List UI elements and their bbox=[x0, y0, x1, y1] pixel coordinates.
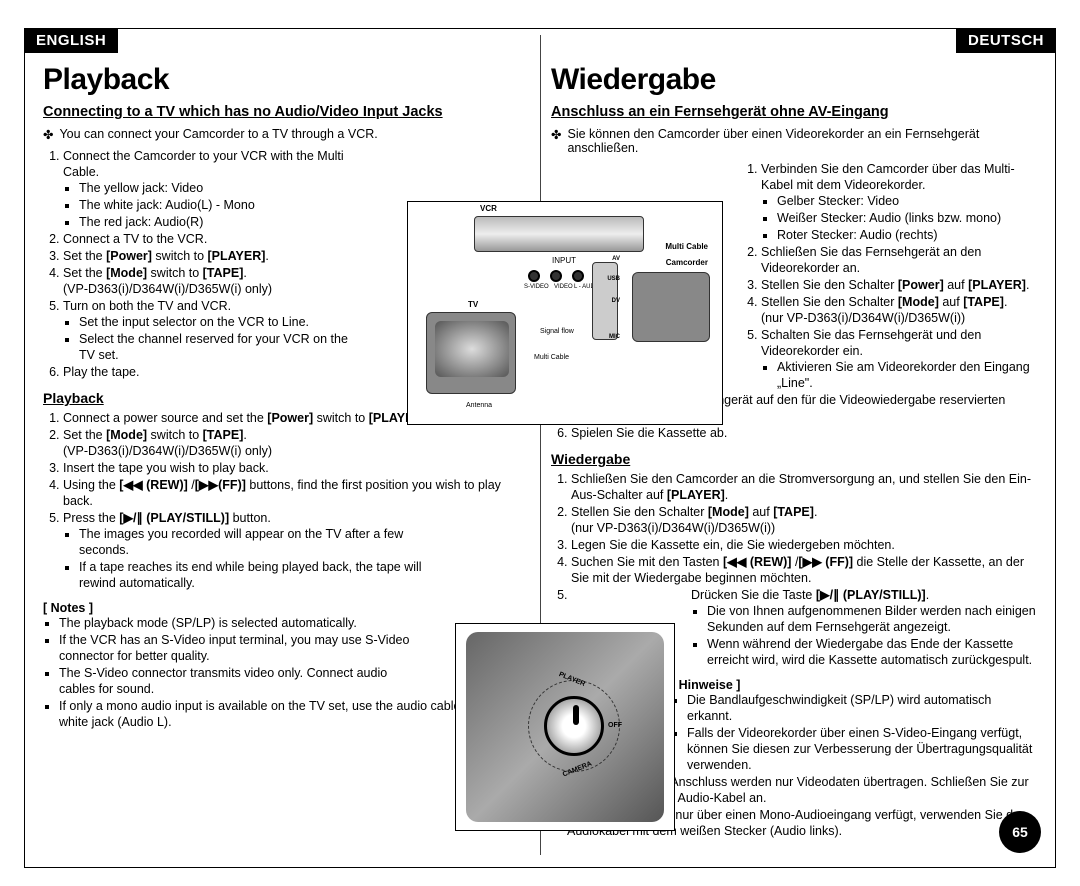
title-en: Playback bbox=[43, 63, 530, 97]
camcorder-icon bbox=[632, 272, 710, 342]
step-b2-de: Stellen Sie den Schalter [Mode] auf [TAP… bbox=[571, 504, 1037, 536]
steps-a-de: Verbinden Sie den Camcorder über das Mul… bbox=[741, 161, 1037, 391]
label-svideo: S-VIDEO bbox=[524, 284, 549, 290]
step-a5-en: Turn on both the TV and VCR. Set the inp… bbox=[63, 298, 353, 363]
page-number-badge: 65 bbox=[999, 811, 1041, 853]
step-b4-de: Suchen Sie mit den Tasten [◀◀ (REW)] /[▶… bbox=[571, 554, 1037, 586]
tv-icon bbox=[426, 312, 516, 394]
step-a1-de: Verbinden Sie den Camcorder über das Mul… bbox=[761, 161, 1037, 243]
step-a6-en: Play the tape. bbox=[63, 364, 353, 380]
label-dv: DV bbox=[612, 298, 620, 304]
notes-label-en: [ Notes ] bbox=[43, 601, 530, 615]
step-a5-de: Schalten Sie das Fernsehgerät und den Vi… bbox=[761, 327, 1037, 391]
step-b3-en: Insert the tape you wish to play back. bbox=[63, 460, 530, 476]
title-de: Wiedergabe bbox=[551, 63, 1037, 97]
label-camcorder: Camcorder bbox=[666, 258, 708, 267]
steps-a-en: Connect the Camcorder to your VCR with t… bbox=[43, 148, 353, 380]
intro-en: ✤You can connect your Camcorder to a TV … bbox=[43, 127, 530, 142]
label-av: AV bbox=[612, 256, 620, 262]
label-off: OFF bbox=[608, 722, 622, 729]
mode-dial-icon bbox=[544, 696, 604, 756]
step-b3-de: Legen Sie die Kassette ein, die Sie wied… bbox=[571, 537, 1037, 553]
step-a3-de: Stellen Sie den Schalter [Power] auf [PL… bbox=[761, 277, 1037, 293]
section-heading-de: Anschluss an ein Fernsehgerät ohne AV-Ei… bbox=[551, 103, 1037, 121]
connection-diagram: VCR INPUT S-VIDEO VIDEO L - AUDIO - R AV… bbox=[407, 201, 723, 425]
steps-a-de-cont: Spielen Sie die Kassette ab. bbox=[551, 425, 1037, 441]
step-a3-en: Set the [Power] switch to [PLAYER]. bbox=[63, 248, 353, 264]
label-mic: MIC bbox=[609, 334, 620, 340]
step-a4-de: Stellen Sie den Schalter [Mode] auf [TAP… bbox=[761, 294, 1037, 326]
label-tv: TV bbox=[468, 300, 478, 309]
step-b5-en: Press the [▶/∥ (PLAY/STILL)] button. The… bbox=[63, 510, 530, 591]
step-b1-de: Schließen Sie den Camcorder an die Strom… bbox=[571, 471, 1037, 503]
label-multicable: Multi Cable bbox=[665, 242, 708, 251]
label-video: VIDEO bbox=[554, 284, 573, 290]
label-antenna: Antenna bbox=[466, 402, 492, 409]
content-frame: ENGLISH DEUTSCH VCR INPUT S-VIDEO VIDEO … bbox=[24, 28, 1056, 868]
notes-label-de: [ Hinweise ] bbox=[671, 678, 1037, 692]
step-b4-en: Using the [◀◀ (REW)] /[▶▶(FF)] buttons, … bbox=[63, 477, 530, 509]
step-a2-en: Connect a TV to the VCR. bbox=[63, 231, 353, 247]
sub-heading-de: Wiedergabe bbox=[551, 451, 1037, 467]
label-vcr: VCR bbox=[480, 204, 497, 213]
step-a6-de: Spielen Sie die Kassette ab. bbox=[571, 425, 1037, 441]
steps-b-en: Connect a power source and set the [Powe… bbox=[43, 410, 530, 591]
mode-dial-diagram: PLAYER OFF CAMERA bbox=[455, 623, 675, 831]
label-usb: USB bbox=[607, 276, 620, 282]
manual-page: ENGLISH DEUTSCH VCR INPUT S-VIDEO VIDEO … bbox=[0, 0, 1080, 886]
step-b2-en: Set the [Mode] switch to [TAPE].(VP-D363… bbox=[63, 427, 530, 459]
vcr-icon bbox=[474, 216, 644, 252]
page-number: 65 bbox=[999, 811, 1041, 853]
label-multicable2: Multi Cable bbox=[534, 354, 569, 361]
step-a1-en: Connect the Camcorder to your VCR with t… bbox=[63, 148, 353, 230]
step-a2-de: Schließen Sie das Fernsehgerät an den Vi… bbox=[761, 244, 1037, 276]
intro-de: ✤Sie können den Camcorder über einen Vid… bbox=[551, 127, 1037, 155]
section-heading-en: Connecting to a TV which has no Audio/Vi… bbox=[43, 103, 530, 121]
label-input: INPUT bbox=[552, 256, 576, 265]
label-signal: Signal flow bbox=[540, 328, 574, 335]
step-a4-en: Set the [Mode] switch to [TAPE].(VP-D363… bbox=[63, 265, 353, 297]
